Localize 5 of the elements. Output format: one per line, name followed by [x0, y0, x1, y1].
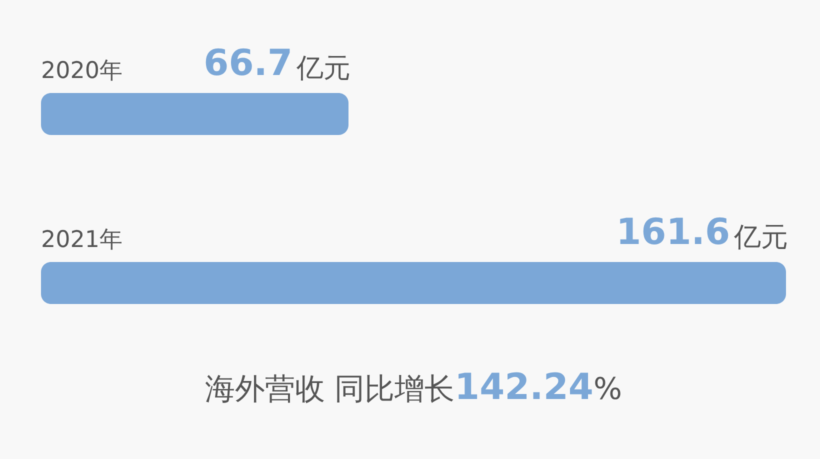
y-tick-label: 2021年	[41, 227, 123, 253]
text: 海外营收 同比增长142.24%	[205, 367, 622, 408]
data-label: 66.7亿元	[204, 43, 350, 84]
data-label: 161.6亿元	[616, 212, 788, 253]
y-tick-label: 2020年	[41, 58, 123, 84]
